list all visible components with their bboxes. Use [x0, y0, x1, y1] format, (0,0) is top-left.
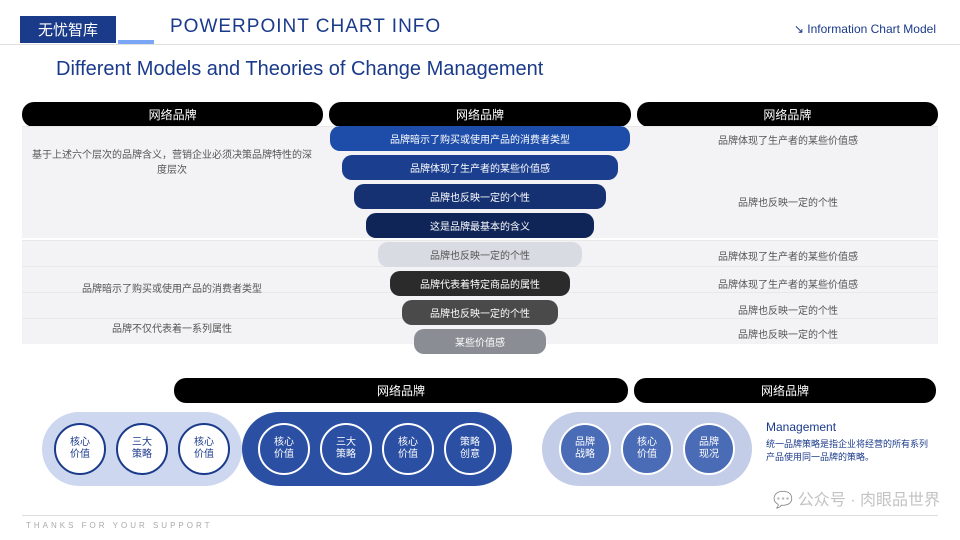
brand-badge: 无忧智库	[20, 16, 116, 43]
bubble-circle: 品牌战略	[559, 423, 611, 475]
funnel-bar: 品牌暗示了购买或使用产品的消费者类型	[330, 126, 630, 151]
management-block: Management 统一品牌策略是指企业将经营的所有系列产品使用同一品牌的策略…	[766, 420, 936, 463]
bubble-circle: 三大策略	[320, 423, 372, 475]
top-pill: 网络品牌	[22, 102, 323, 127]
watermark: 💬 公众号 · 肉眼品世界	[773, 486, 940, 510]
left-note: 品牌不仅代表着一系列属性	[32, 320, 312, 335]
bubble-circle: 核心价值	[178, 423, 230, 475]
bubble-circle: 核心价值	[54, 423, 106, 475]
divider-top	[0, 44, 960, 45]
right-note: 品牌也反映一定的个性	[648, 194, 928, 209]
funnel-bar: 品牌也反映一定的个性	[402, 300, 558, 325]
funnel-bar: 品牌也反映一定的个性	[378, 242, 582, 267]
bottom-pill: 网络品牌	[174, 378, 628, 403]
funnel-bar: 品牌也反映一定的个性	[354, 184, 606, 209]
bubble-circle: 三大策略	[116, 423, 168, 475]
right-note: 品牌体现了生产者的某些价值感	[648, 248, 928, 263]
left-note: 品牌暗示了购买或使用产品的消费者类型	[32, 280, 312, 295]
right-note: 品牌也反映一定的个性	[648, 302, 928, 317]
right-note: 品牌体现了生产者的某些价值感	[648, 132, 928, 147]
chart-area: 网络品牌网络品牌网络品牌 基于上述六个层次的品牌含义，营销企业必须决策品牌特性的…	[22, 102, 938, 127]
funnel-bar: 品牌代表着特定商品的属性	[390, 271, 570, 296]
funnel-bar: 某些价值感	[414, 329, 546, 354]
funnel-bar: 品牌体现了生产者的某些价值感	[342, 155, 618, 180]
bubble-circle: 核心价值	[621, 423, 673, 475]
right-note: 品牌体现了生产者的某些价值感	[648, 276, 928, 291]
mgmt-title: Management	[766, 420, 936, 434]
divider-bottom	[22, 515, 938, 516]
footer-text: THANKS FOR YOUR SUPPORT	[26, 521, 213, 530]
top-pill: 网络品牌	[637, 102, 938, 127]
header-title: POWERPOINT CHART INFO	[170, 16, 441, 38]
page-title: Different Models and Theories of Change …	[56, 58, 543, 81]
bubble-circle: 核心价值	[382, 423, 434, 475]
mgmt-body: 统一品牌策略是指企业将经营的所有系列产品使用同一品牌的策略。	[766, 438, 936, 463]
bottom-pill: 网络品牌	[634, 378, 936, 403]
funnel-bar: 这是品牌最基本的含义	[366, 213, 594, 238]
right-note: 品牌也反映一定的个性	[648, 326, 928, 341]
top-pill: 网络品牌	[329, 102, 630, 127]
bubble-circle: 品牌现况	[683, 423, 735, 475]
left-note: 基于上述六个层次的品牌含义，营销企业必须决策品牌特性的深度层次	[32, 146, 312, 176]
info-link[interactable]: Information Chart Model	[794, 22, 936, 36]
bubble-circle: 策略创意	[444, 423, 496, 475]
bubble-circle: 核心价值	[258, 423, 310, 475]
